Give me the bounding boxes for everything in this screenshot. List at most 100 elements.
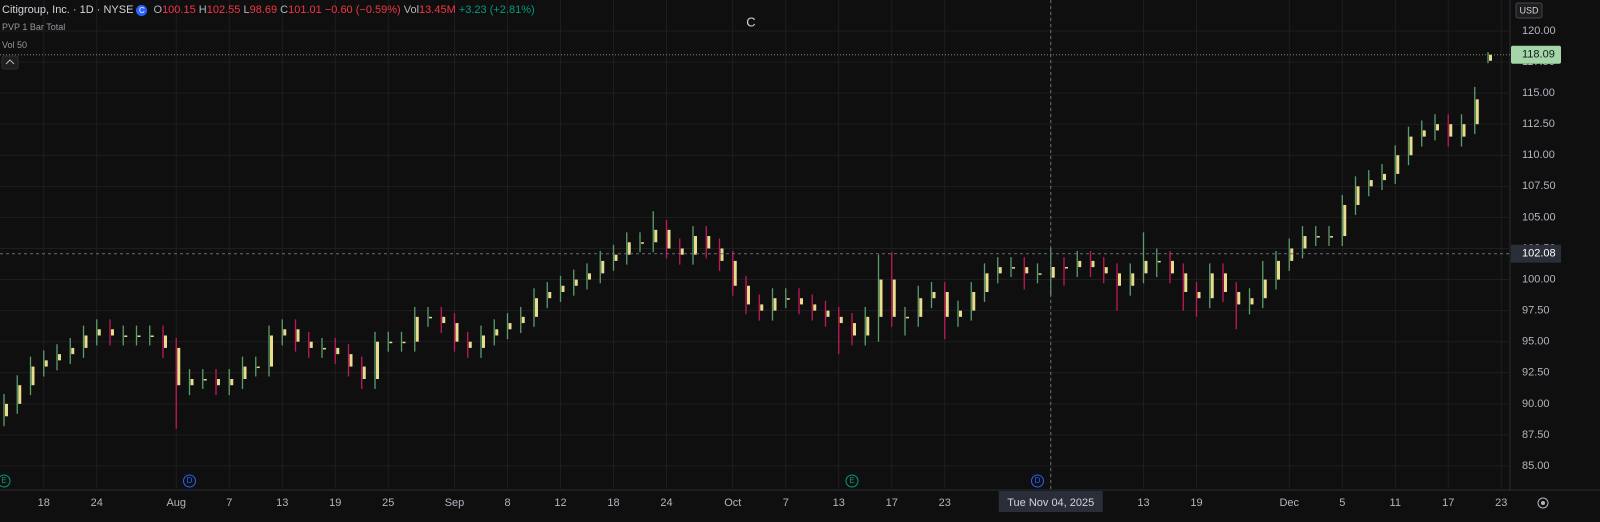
grid <box>0 0 1510 490</box>
close-label: C <box>280 4 289 16</box>
instrument[interactable]: Citigroup, Inc. · 1D · NYSE <box>2 4 134 16</box>
bar-body <box>694 236 697 255</box>
bar-body <box>1277 260 1280 280</box>
currency-box[interactable] <box>1515 2 1543 19</box>
bar-body <box>1157 260 1161 263</box>
indicator[interactable]: Vol 50 <box>2 40 28 50</box>
x-tick-label: Oct <box>724 497 741 509</box>
x-tick-label: 13 <box>1137 497 1149 509</box>
bar-body <box>1263 279 1267 299</box>
bar-body <box>336 347 340 355</box>
last-price-box <box>1511 45 1561 64</box>
bar-body <box>1330 236 1333 238</box>
bar-body <box>309 341 313 348</box>
bar-body <box>826 310 830 317</box>
bar-body <box>932 291 936 299</box>
bar-body <box>1118 273 1121 286</box>
open-value: 100.15 <box>162 4 196 16</box>
x-tick-label: 7 <box>783 497 789 509</box>
event-label: D <box>187 476 193 485</box>
bar-body <box>1237 291 1241 305</box>
bar-body <box>1369 180 1373 187</box>
bar-body <box>1171 260 1174 274</box>
bars <box>3 52 1492 429</box>
bar-body <box>720 248 724 261</box>
vol-change: +3.23 (+2.81%) <box>458 4 535 16</box>
y-tick-label: 87.50 <box>1522 429 1550 441</box>
crosshair-x-box <box>998 491 1103 512</box>
bar-body <box>866 316 870 336</box>
bar-body <box>495 329 499 336</box>
bar-body <box>256 366 260 369</box>
bar-body <box>1078 260 1082 268</box>
x-tick-label: 19 <box>1190 497 1202 509</box>
bar-body <box>839 316 843 324</box>
volume: 13.45M <box>419 4 456 16</box>
event-marker <box>183 474 196 488</box>
bar-body <box>389 341 393 344</box>
bar-body <box>18 385 22 404</box>
settings-icon-dot[interactable] <box>1541 501 1545 505</box>
bar-body <box>1356 186 1360 205</box>
x-tick-label: Dec <box>1279 497 1299 509</box>
collapse-icon[interactable] <box>5 59 15 65</box>
bar-body <box>84 335 88 348</box>
bar-body <box>137 335 141 337</box>
bar-body <box>601 260 605 274</box>
y-tick-label: 105.00 <box>1522 211 1556 223</box>
collapse-button[interactable] <box>1 55 19 70</box>
x-tick-label: Sep <box>445 497 465 509</box>
y-tick-label: 85.00 <box>1522 460 1550 472</box>
bar-body <box>1303 236 1307 249</box>
x-tick-label: 18 <box>38 497 50 509</box>
bar-body <box>786 298 790 300</box>
x-tick-label: Aug <box>166 497 186 509</box>
bar-body <box>879 279 883 317</box>
bar-body <box>800 298 803 305</box>
x-tick-label: 17 <box>886 497 898 509</box>
x-tick-label: 25 <box>382 497 394 509</box>
bar-body <box>1436 124 1439 131</box>
bar-body <box>919 298 923 317</box>
bar-body <box>1144 260 1148 274</box>
bar-body <box>1475 99 1479 125</box>
exchange-icon: C <box>136 4 148 16</box>
bar-body <box>1104 267 1108 274</box>
x-tick-label: 24 <box>660 497 672 509</box>
settings-icon[interactable] <box>1537 497 1549 509</box>
x-tick-label: Tue Nov 04, 2025 <box>1007 497 1094 509</box>
low-value: 98.69 <box>249 4 278 16</box>
bar-body <box>31 366 35 386</box>
y-tick-label: 100.00 <box>1522 273 1556 285</box>
bar-body <box>283 329 287 336</box>
bar-body <box>906 316 909 319</box>
bar-body <box>1409 136 1413 156</box>
high-label: H <box>198 4 207 16</box>
event-label: E <box>849 476 854 485</box>
high-value: 102.55 <box>206 4 241 16</box>
bar-body <box>1025 267 1029 274</box>
y-tick-label: 107.50 <box>1522 180 1556 192</box>
bar-body <box>362 366 366 379</box>
indicator[interactable]: PVP 1 Bar Total <box>2 22 66 32</box>
bar-body <box>733 260 737 286</box>
bar-body <box>1065 267 1068 269</box>
bar-body <box>150 335 154 337</box>
bar-body <box>1383 173 1386 181</box>
bar-body <box>1038 273 1042 275</box>
bar-body <box>1051 267 1055 278</box>
x-tick-label: 5 <box>1339 497 1345 509</box>
event-label: D <box>1035 476 1041 485</box>
y-tick-label: 90.00 <box>1522 398 1550 410</box>
bar-body <box>44 360 48 367</box>
bar-body <box>535 298 538 317</box>
x-tick-label: 8 <box>504 497 510 509</box>
currency[interactable]: USD <box>1519 5 1539 15</box>
bar-body <box>1091 260 1095 268</box>
bar-body <box>853 323 856 336</box>
bar-body <box>574 279 578 286</box>
open-label: O <box>153 4 163 16</box>
bar-body <box>270 335 273 367</box>
y-tick-label: 112.50 <box>1522 118 1555 130</box>
